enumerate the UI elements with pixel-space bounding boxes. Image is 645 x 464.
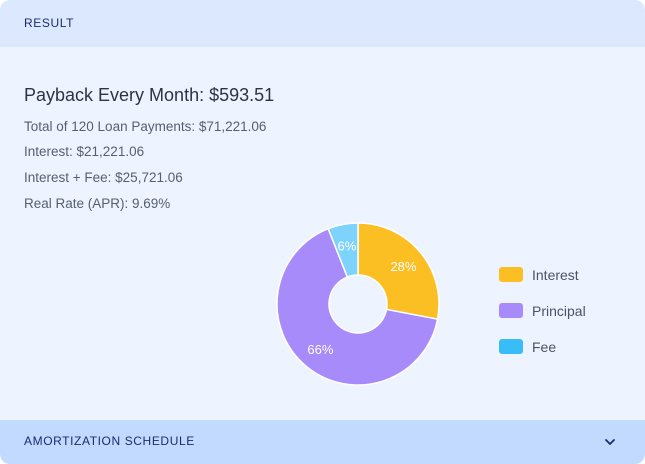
- legend-swatch-principal: [499, 303, 523, 318]
- donut-label-fee: 6%: [338, 239, 357, 254]
- amortization-schedule-toggle[interactable]: AMORTIZATION SCHEDULE: [0, 420, 645, 464]
- total-loan-payments: Total of 120 Loan Payments: $71,221.06: [24, 119, 267, 134]
- donut-label-principal: 66%: [307, 342, 333, 357]
- legend-label-interest: Interest: [532, 267, 579, 283]
- legend-label-principal: Principal: [532, 303, 586, 319]
- donut-slice-interest[interactable]: [357, 222, 440, 321]
- legend-item-principal[interactable]: Principal: [499, 303, 619, 320]
- donut-slice-fee[interactable]: [327, 222, 359, 279]
- total-interest: Interest: $21,221.06: [24, 144, 145, 159]
- real-rate-apr: Real Rate (APR): 9.69%: [24, 196, 171, 211]
- legend-swatch-fee: [499, 339, 523, 354]
- payment-breakdown-donut-chart: 28% 66% 6%: [276, 222, 440, 386]
- legend-swatch-interest: [499, 267, 523, 282]
- monthly-payback: Payback Every Month: $593.51: [24, 85, 275, 105]
- result-header: RESULT: [0, 0, 645, 47]
- donut-slice-principal[interactable]: [276, 227, 439, 386]
- legend-item-interest[interactable]: Interest: [499, 267, 619, 284]
- legend-item-fee[interactable]: Fee: [499, 339, 619, 356]
- result-body: Payback Every Month: $593.51 Total of 12…: [0, 47, 645, 420]
- interest-plus-fee: Interest + Fee: $25,721.06: [24, 170, 183, 185]
- chevron-down-icon[interactable]: [603, 435, 617, 449]
- result-header-title: RESULT: [24, 16, 75, 30]
- donut-label-interest: 28%: [390, 259, 416, 274]
- legend-label-fee: Fee: [532, 339, 557, 355]
- amortization-schedule-label: AMORTIZATION SCHEDULE: [24, 434, 195, 448]
